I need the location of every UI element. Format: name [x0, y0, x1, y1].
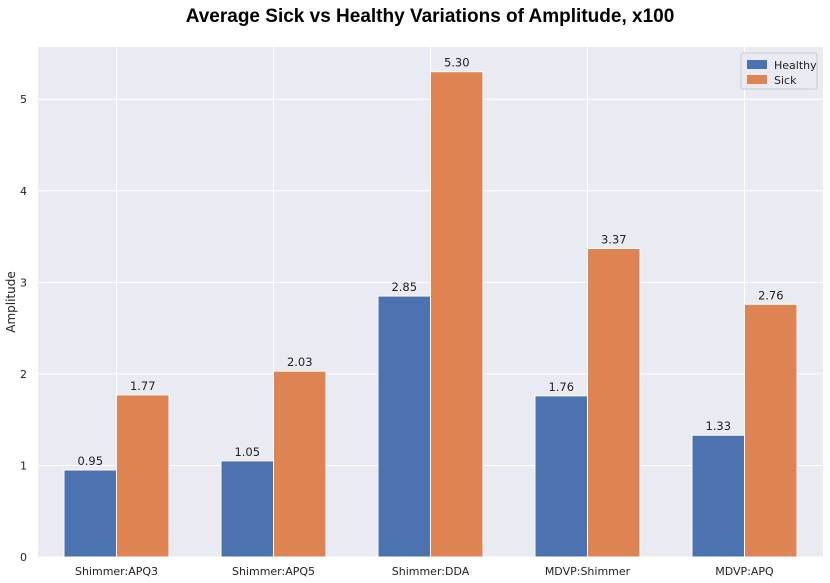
bar-value-label: 1.05 — [234, 445, 260, 459]
legend-label: Sick — [774, 74, 797, 87]
bar-sick — [587, 247, 641, 558]
bar-value-label: 0.95 — [77, 454, 103, 468]
x-tick-label: MDVP:APQ — [715, 565, 774, 578]
bar-value-label: 1.33 — [705, 419, 731, 433]
y-tick-label: 1 — [20, 459, 27, 472]
chart-title: Average Sick vs Healthy Variations of Am… — [186, 6, 675, 27]
bar-sick — [116, 394, 170, 558]
x-tick-label: Shimmer:APQ3 — [75, 565, 158, 578]
y-axis-label: Amplitude — [4, 271, 18, 333]
bar-value-label: 2.85 — [391, 280, 417, 294]
y-tick-label: 0 — [20, 551, 27, 564]
bars — [63, 71, 798, 558]
bar-sick — [430, 71, 484, 558]
bar-healthy — [377, 295, 431, 558]
bar-value-label: 1.76 — [548, 380, 574, 394]
bar-value-label: 2.76 — [758, 288, 784, 302]
bar-sick — [744, 303, 798, 558]
y-tick-label: 3 — [20, 276, 27, 289]
bar-healthy — [691, 434, 745, 558]
bar-value-label: 3.37 — [601, 232, 627, 246]
x-tick-labels: Shimmer:APQ3 Shimmer:APQ5 Shimmer:DDA MDVP:… — [75, 565, 774, 578]
y-tick-labels: 0 1 2 3 4 5 — [20, 93, 27, 564]
x-tick-label: MDVP:Shimmer — [545, 565, 631, 578]
bar-sick — [273, 370, 327, 558]
bar-value-label: 5.30 — [444, 56, 470, 70]
legend-label: Healthy — [774, 59, 817, 72]
y-tick-label: 2 — [20, 368, 27, 381]
bar-value-label: 1.77 — [130, 379, 156, 393]
x-tick-label: Shimmer:APQ5 — [232, 565, 315, 578]
legend: Healthy Sick — [740, 52, 818, 90]
y-tick-label: 4 — [20, 185, 27, 198]
legend-swatch — [747, 75, 767, 84]
legend-swatch — [747, 60, 767, 69]
x-tick-label: Shimmer:DDA — [392, 565, 470, 578]
bar-healthy — [220, 460, 274, 558]
bar-healthy — [534, 395, 588, 558]
y-tick-label: 5 — [20, 93, 27, 106]
bar-healthy — [63, 469, 117, 558]
value-labels: 0.95 1.77 1.05 2.03 2.85 5.30 1.76 3.37 1.33 2.76 — [77, 56, 783, 468]
bar-value-label: 2.03 — [287, 355, 313, 369]
